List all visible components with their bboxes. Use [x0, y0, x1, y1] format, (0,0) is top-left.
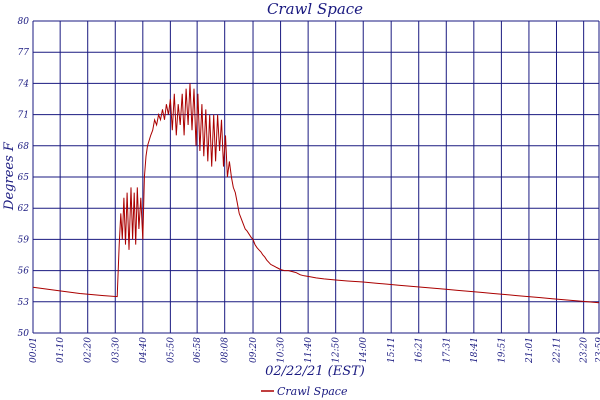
legend-label: Crawl Space	[277, 385, 348, 398]
x-axis-title: 02/22/21 (EST)	[265, 364, 365, 379]
x-tick-label: 14:00	[359, 337, 369, 363]
x-tick-label: 06:58	[193, 337, 203, 363]
y-tick-label: 80	[18, 17, 30, 27]
x-tick-label: 10:30	[277, 337, 287, 363]
x-tick-label: 08:08	[221, 337, 231, 363]
x-tick-label: 15:11	[387, 337, 397, 363]
x-tick-label: 23:20	[580, 337, 590, 364]
y-tick-label: 74	[18, 79, 30, 89]
series-line	[32, 83, 600, 304]
y-tick-label: 71	[18, 111, 29, 121]
x-axis-ticks: 00:01 01:10 02:20 03:30 04:40 05:50 06:58 08:08…	[29, 337, 600, 364]
x-tick-label: 01:10	[56, 337, 66, 363]
x-tick-label: 22:11	[552, 337, 562, 364]
x-tick-label: 23:59	[595, 337, 600, 364]
x-tick-label: 09:20	[249, 337, 259, 363]
chart-title: Crawl Space	[267, 0, 363, 18]
y-tick-label: 50	[18, 329, 30, 339]
x-tick-label: 21:01	[525, 337, 535, 364]
x-tick-label: 17:31	[442, 337, 452, 363]
series-layer	[32, 83, 600, 304]
y-tick-label: 62	[18, 204, 30, 214]
x-tick-label: 02:20	[84, 337, 94, 363]
legend: Crawl Space	[261, 385, 348, 398]
x-tick-label: 11:40	[304, 337, 314, 363]
x-tick-label: 19:51	[497, 337, 507, 363]
y-tick-label: 65	[18, 173, 30, 183]
y-tick-label: 53	[18, 298, 30, 308]
x-tick-label: 04:40	[139, 337, 149, 363]
x-tick-label: 18:41	[470, 337, 480, 363]
x-tick-label: 03:30	[111, 337, 121, 363]
y-tick-label: 59	[18, 235, 30, 245]
x-tick-label: 05:50	[166, 337, 176, 363]
x-tick-label: 00:01	[29, 337, 39, 363]
y-tick-label: 77	[18, 48, 30, 58]
x-tick-label: 12:50	[332, 337, 342, 363]
y-tick-label: 56	[18, 267, 30, 277]
y-tick-label: 68	[18, 142, 30, 152]
x-tick-label: 16:21	[415, 337, 425, 363]
y-axis-ticks: 50 53 56 59 62 65 68 71 74 77 80	[18, 17, 30, 339]
y-axis-title: Degrees F	[2, 141, 17, 211]
grid	[32, 20, 600, 334]
